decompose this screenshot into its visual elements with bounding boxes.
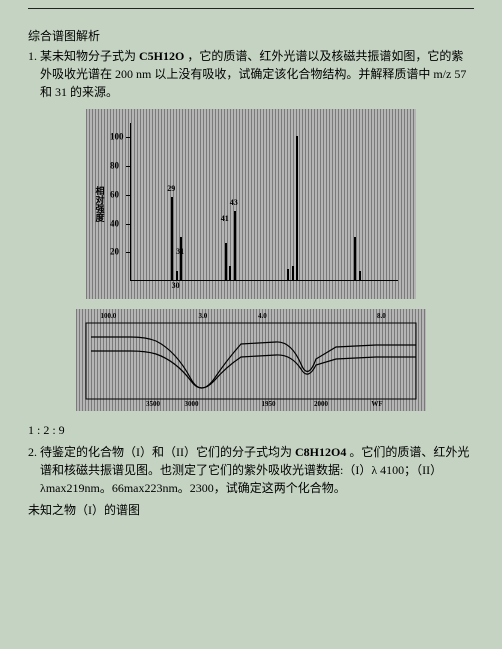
problem-1-formula: C5H12O: [139, 49, 184, 63]
ms-peak: [359, 271, 361, 280]
ms-peak: [354, 237, 356, 280]
page: 综合谱图解析 1. 某未知物分子式为 C5H12O ，它的质谱、红外光谱以及核磁…: [0, 0, 502, 649]
ms-ytick: 60: [110, 188, 119, 202]
ms-peak-label: 31: [176, 246, 184, 258]
problem-2-formula: C8H12O4: [295, 445, 346, 459]
problem-2: 2. 待鉴定的化合物（I）和（II）它们的分子式均为 C8H12O4 。它们的质…: [28, 443, 474, 497]
ms-peak: [176, 271, 178, 280]
ir-top-label: 3.0: [199, 311, 208, 322]
ir-top-label: 100.0: [101, 311, 117, 322]
problem-2-text-a: 待鉴定的化合物（I）和（II）它们的分子式均为: [40, 445, 295, 459]
section-heading: 综合谱图解析: [28, 27, 474, 45]
ir-xtick: 3500: [146, 399, 160, 410]
ms-peak-label: 29: [167, 183, 175, 195]
ir-xtick: 2000: [314, 399, 328, 410]
mass-spectrum-box: 相对强度 29 30 31 4143 20 40 60 80 100: [86, 109, 416, 299]
ms-ytick: 40: [110, 217, 119, 231]
ms-y-axis-label: 相对强度: [92, 186, 106, 222]
ms-peak: [296, 136, 298, 280]
top-rule: [28, 8, 474, 9]
ms-peak: [292, 266, 294, 280]
ir-xtick: 1950: [262, 399, 276, 410]
ratio-line: 1 : 2 : 9: [28, 421, 474, 439]
ms-peak-label: 43: [230, 197, 238, 209]
ms-ytick: 100: [110, 131, 124, 145]
trailing-line: 未知之物（I）的谱图: [28, 501, 474, 519]
problem-1-num: 1.: [28, 49, 37, 63]
ms-peak: [225, 243, 227, 280]
ir-svg: [76, 309, 426, 411]
problem-1-text-a: 某未知物分子式为: [40, 49, 139, 63]
ir-xtick: WF: [371, 399, 382, 410]
problem-1: 1. 某未知物分子式为 C5H12O ，它的质谱、红外光谱以及核磁共振谱如图，它…: [28, 47, 474, 101]
ms-ytick: 20: [110, 246, 119, 260]
ms-peak: [287, 269, 289, 280]
ms-peak: [229, 266, 231, 280]
ms-peak: [171, 197, 173, 280]
ms-peak-label: 41: [221, 213, 229, 225]
ir-top-label: 8.0: [377, 311, 386, 322]
problem-2-num: 2.: [28, 445, 37, 459]
ir-spectrum-figure: 100.0 3.0 4.0 8.0 3500 3000 1950 2000 WF: [28, 309, 474, 411]
ms-peak: [234, 211, 236, 280]
mass-spectrum-figure: 相对强度 29 30 31 4143 20 40 60 80 100: [28, 109, 474, 299]
ir-spectrum-box: 100.0 3.0 4.0 8.0 3500 3000 1950 2000 WF: [76, 309, 426, 411]
ir-top-label: 4.0: [258, 311, 267, 322]
ms-ytick: 80: [110, 159, 119, 173]
ms-plot-area: 2930314143: [130, 123, 398, 281]
ir-xtick: 3000: [185, 399, 199, 410]
ms-peak-label: 30: [172, 280, 180, 292]
